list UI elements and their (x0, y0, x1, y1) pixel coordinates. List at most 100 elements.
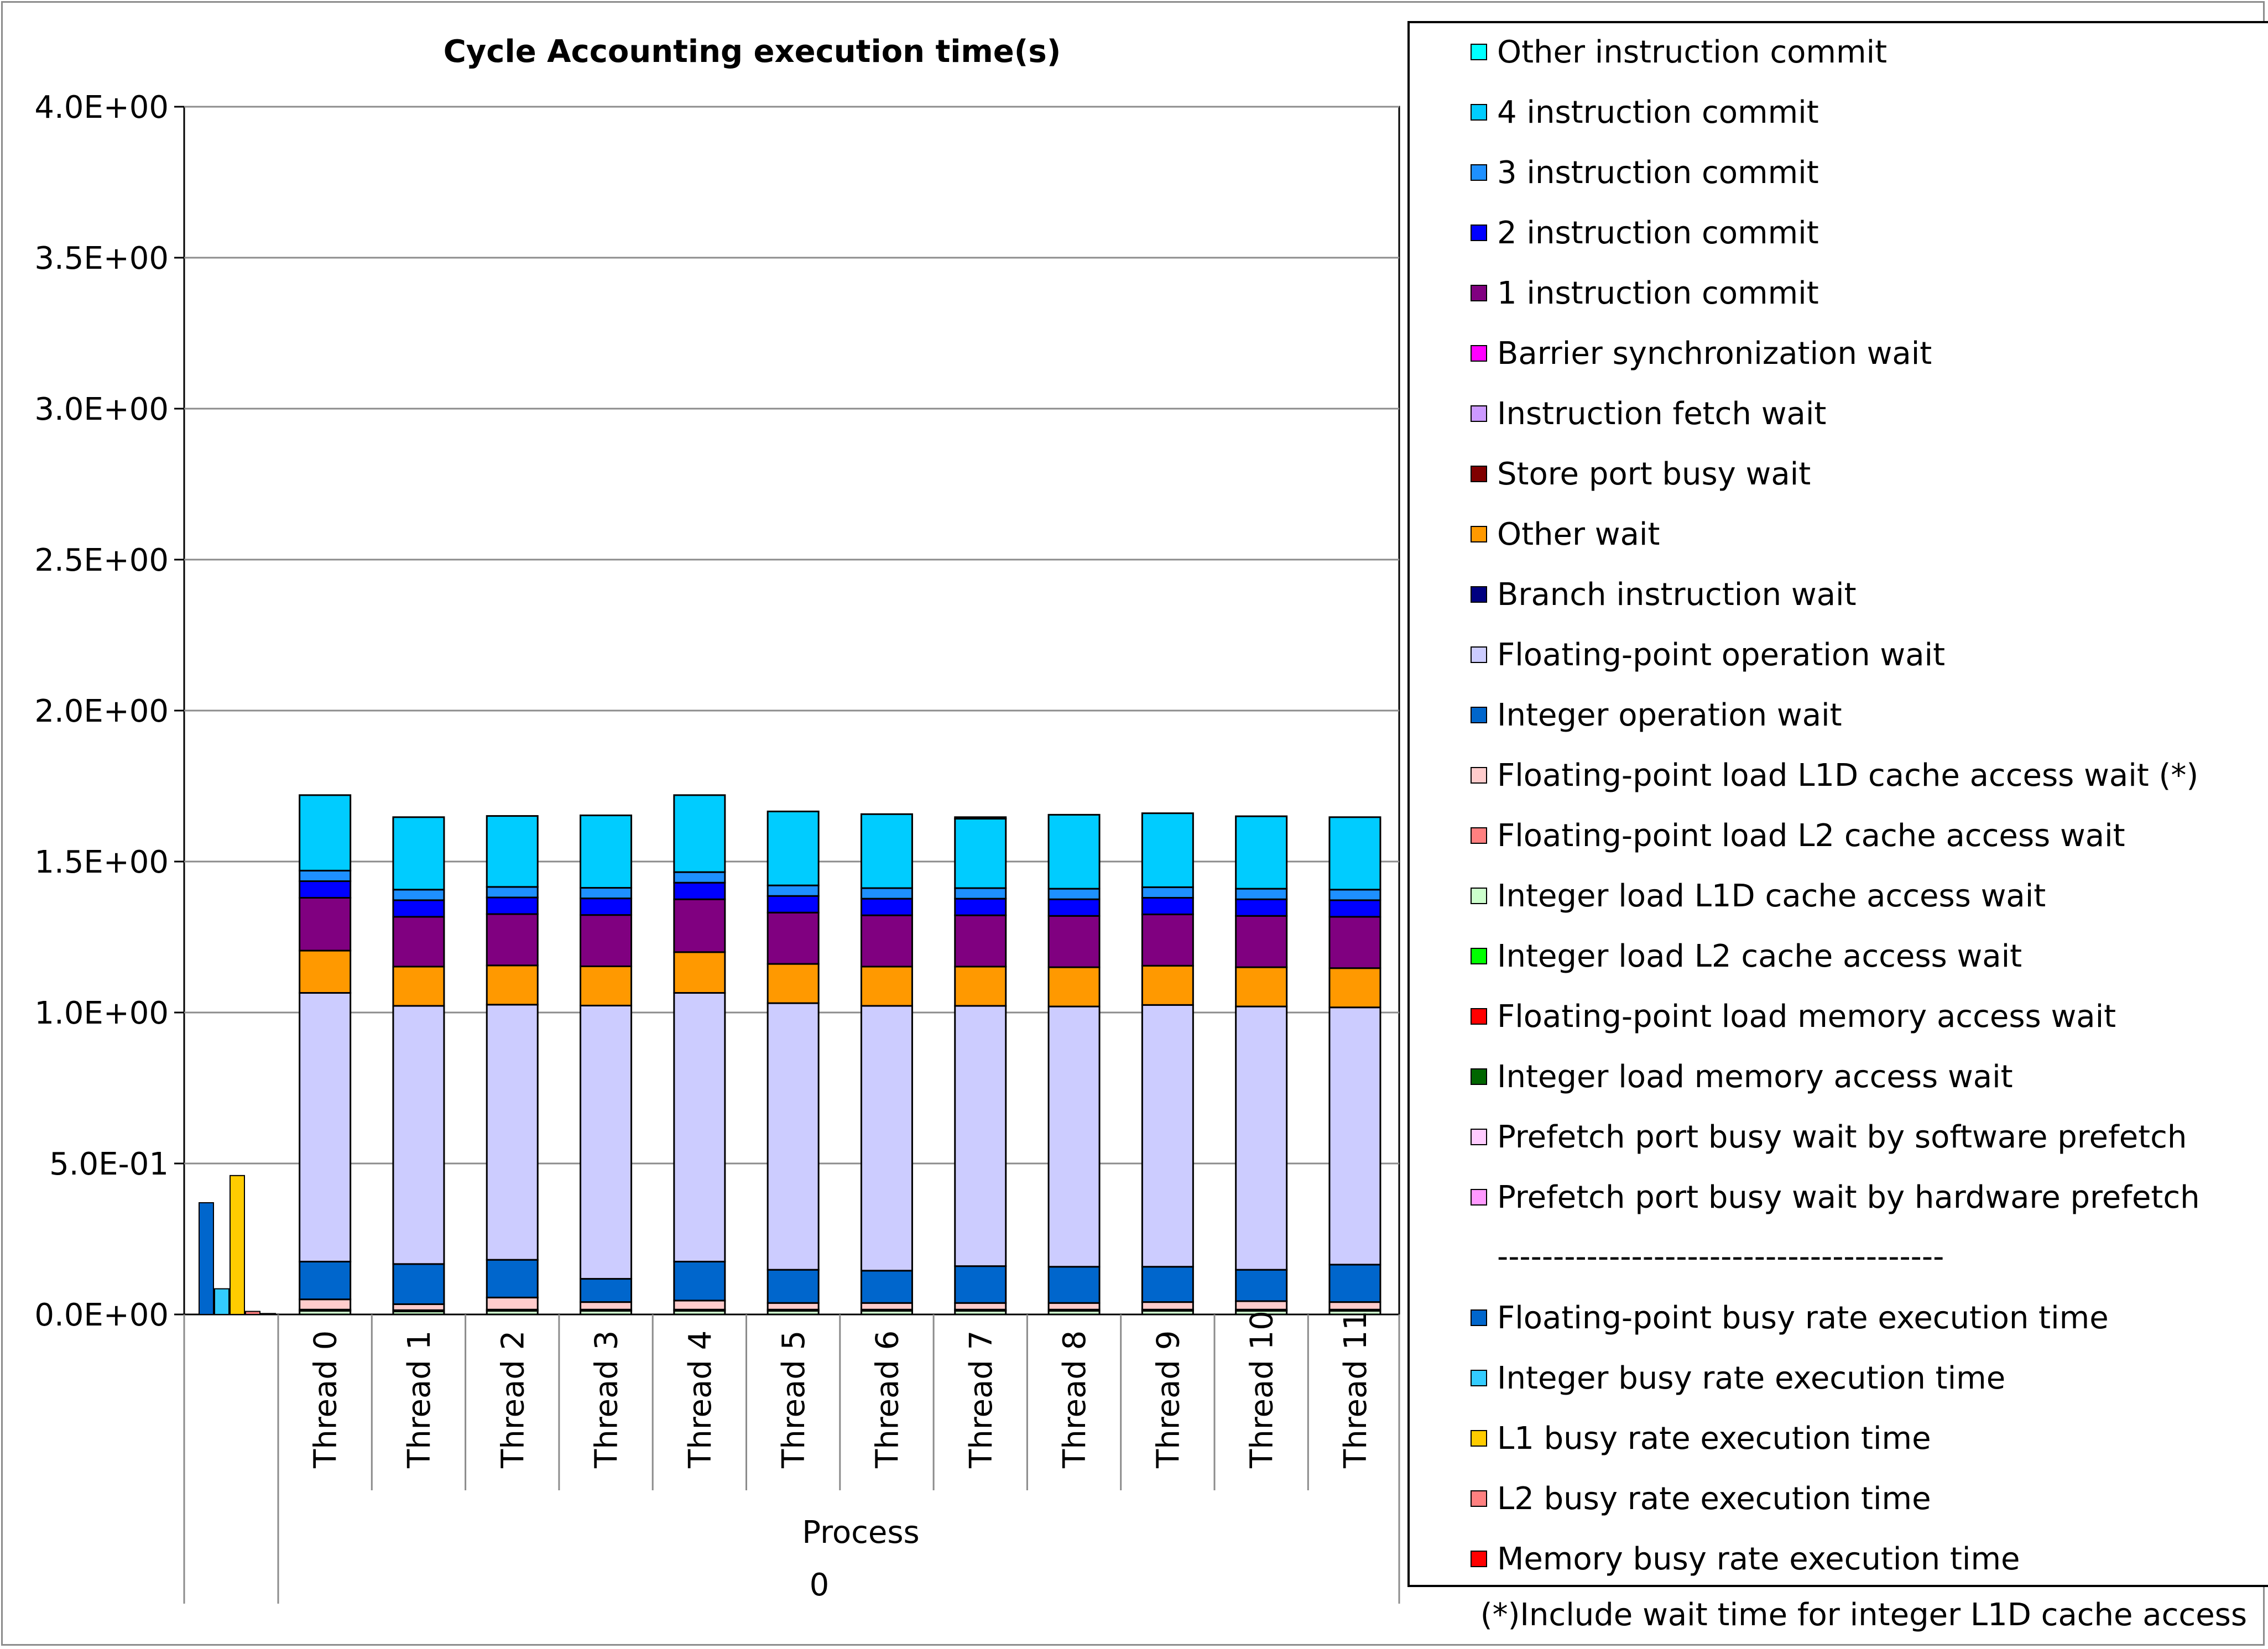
legend-swatch (1471, 466, 1487, 482)
bar-segment (392, 916, 445, 968)
bar-segment (767, 1002, 820, 1271)
legend-label: Floating-point operation wait (1497, 636, 1946, 673)
legend-label: Integer busy rate execution time (1497, 1360, 2006, 1396)
bar-segment (1328, 916, 1381, 969)
y-tick-label: 3.5E+00 (34, 241, 169, 276)
bar-segment (673, 1260, 726, 1302)
bar-segment (1047, 1005, 1101, 1268)
legend-label: Memory busy rate execution time (1497, 1541, 2020, 1577)
legend-swatch (1471, 1129, 1487, 1145)
bar-segment (1328, 816, 1381, 891)
bar-segment (299, 794, 352, 872)
legend-item: Floating-point load memory access wait (1471, 998, 2116, 1035)
bar-segment (767, 895, 820, 914)
legend-swatch (1471, 1370, 1487, 1386)
legend-swatch (1471, 526, 1487, 542)
y-tick-label: 1.0E+00 (34, 995, 169, 1031)
legend-item: Integer busy rate execution time (1471, 1360, 2006, 1396)
x-tick-label: Thread 2 (495, 1330, 531, 1469)
bar-segment (954, 914, 1007, 968)
legend-item: Branch instruction wait (1471, 577, 1857, 613)
legend-swatch (1471, 345, 1487, 362)
legend-item: Store port busy wait (1471, 456, 1811, 492)
bar-segment (580, 814, 633, 889)
bar-segment (1328, 1006, 1381, 1266)
legend-label: Other instruction commit (1497, 34, 1888, 70)
group-value: 0 (810, 1567, 830, 1603)
x-tick-label: Thread 1 (402, 1330, 437, 1469)
bar-segment (1235, 966, 1288, 1008)
process-bar (214, 1288, 230, 1316)
legend-swatch (1471, 948, 1487, 964)
bar-segment (1141, 812, 1194, 888)
x-tick-label: Thread 7 (963, 1330, 999, 1469)
bar-segment (392, 966, 445, 1007)
bar-segment (1328, 899, 1381, 918)
x-tick-label: Thread 10 (1244, 1311, 1280, 1469)
x-tick-label: Thread 8 (1057, 1330, 1093, 1469)
legend-swatch (1471, 767, 1487, 784)
bar-segment (299, 1298, 352, 1311)
x-tick-label: Thread 6 (869, 1330, 905, 1469)
legend-item: 4 instruction commit (1471, 95, 1819, 131)
legend-label: Store port busy wait (1497, 456, 1811, 492)
legend-label: Barrier synchronization wait (1497, 335, 1932, 372)
bar-segment (580, 965, 633, 1006)
legend-item: Integer load L1D cache access wait (1471, 878, 2046, 914)
bar-segment (673, 881, 726, 900)
bar-segment (299, 1260, 352, 1301)
x-tick-label: Thread 5 (776, 1330, 812, 1469)
legend-label: 1 instruction commit (1497, 275, 1819, 311)
legend-swatch (1471, 1189, 1487, 1206)
bar-segment (954, 1005, 1007, 1267)
process-bar (245, 1311, 260, 1316)
bar-segment (860, 1005, 913, 1272)
legend-label: Floating-point load memory access wait (1497, 998, 2116, 1035)
x-tick-label: Thread 9 (1150, 1330, 1186, 1469)
legend-swatch (1471, 827, 1487, 844)
bars (199, 794, 1381, 1316)
legend-label: 3 instruction commit (1497, 154, 1819, 191)
legend-label: Prefetch port busy wait by hardware pref… (1497, 1179, 2200, 1215)
bar-segment (580, 897, 633, 916)
y-tick-label: 0.0E+00 (34, 1297, 169, 1333)
bar-segment (1141, 914, 1194, 967)
bar-segment (673, 992, 726, 1262)
bar-segment (580, 1004, 633, 1280)
bar-segment (1328, 1301, 1381, 1311)
legend-item: Memory busy rate execution time (1471, 1541, 2020, 1577)
legend-label: Integer operation wait (1497, 697, 1842, 733)
legend-item: Floating-point load L1D cache access wai… (1471, 758, 2198, 794)
bar-segment (1047, 915, 1101, 968)
legend-item: Integer load L2 cache access wait (1471, 938, 2022, 974)
legend-item: L1 busy rate execution time (1471, 1421, 1931, 1457)
bar-segment (954, 966, 1007, 1007)
y-tick-label: 2.0E+00 (34, 693, 169, 729)
bar-segment (767, 1269, 820, 1304)
group-label: Process (802, 1515, 919, 1551)
bar-segment (580, 914, 633, 967)
legend-separator: ---------------------------------------- (1497, 1239, 1944, 1275)
bar-segment (1141, 886, 1194, 899)
bar-segment (1141, 1266, 1194, 1303)
bar-segment (767, 1302, 820, 1311)
legend-label: Floating-point load L2 cache access wait (1497, 817, 2125, 854)
bar-segment (1328, 967, 1381, 1009)
legend-swatch (1471, 888, 1487, 904)
y-tick-label: 5.0E-01 (49, 1146, 169, 1182)
footnote: (*)Include wait time for integer L1D cac… (1480, 1597, 2247, 1633)
legend-swatch (1471, 1309, 1487, 1326)
legend-label: Integer load memory access wait (1497, 1058, 2013, 1095)
legend: Other instruction commit 4 instruction co… (1407, 21, 2268, 1587)
legend-item: Prefetch port busy wait by hardware pref… (1471, 1179, 2200, 1215)
bar-segment (1047, 813, 1101, 890)
axes (174, 106, 1400, 1604)
bar-segment (954, 1265, 1007, 1304)
legend-label: Integer load L1D cache access wait (1497, 878, 2046, 914)
chart-title: Cycle Accounting execution time(s) (444, 34, 1061, 70)
bar-segment (1141, 1301, 1194, 1311)
bar-segment (1328, 889, 1381, 901)
bar-segment (299, 949, 352, 994)
bar-segment (1047, 1302, 1101, 1311)
